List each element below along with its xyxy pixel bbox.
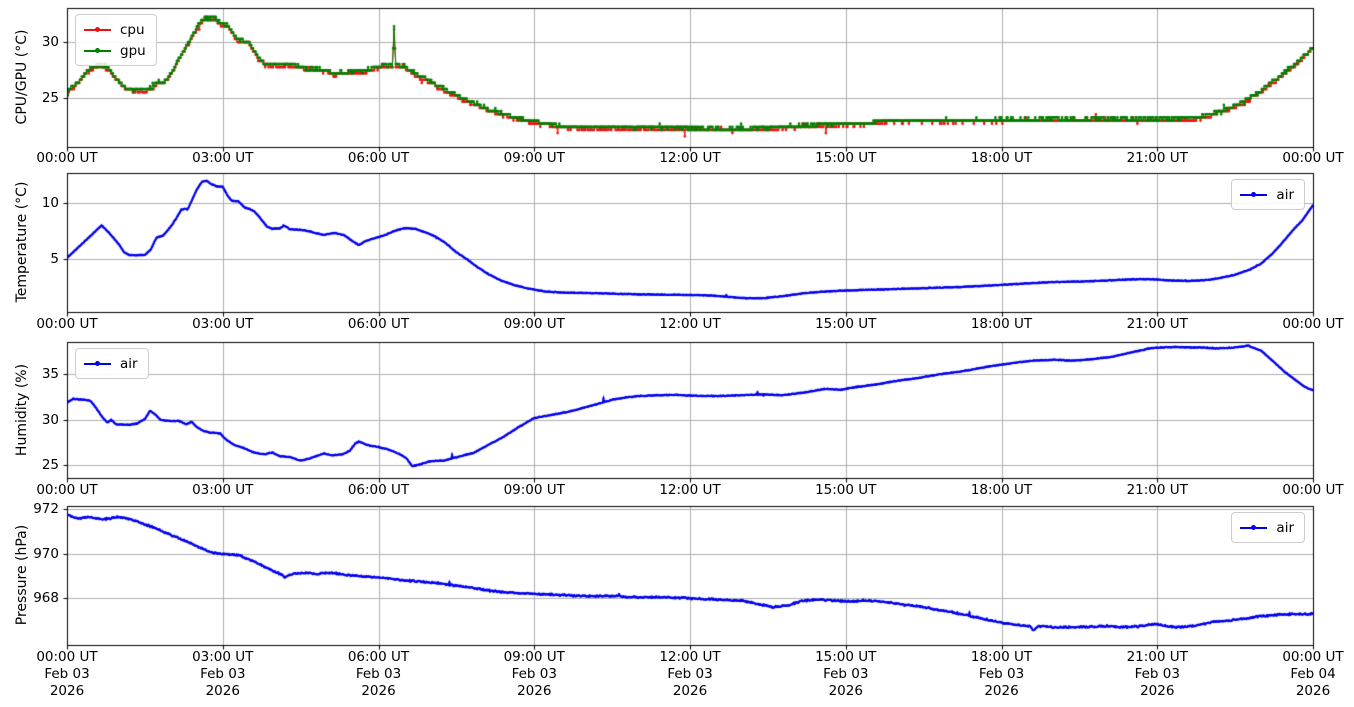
xtick-year-label: 2026 <box>672 683 708 699</box>
xtick-label: 00:00 UT <box>36 649 98 665</box>
legend-panel-1: air <box>1231 179 1305 210</box>
xtick-label: 21:00 UT <box>1126 316 1188 332</box>
xtick-label: 09:00 UT <box>503 649 565 665</box>
ytick-label: 30 <box>41 33 59 50</box>
xtick-year-label: 2026 <box>1140 683 1175 699</box>
xtick-label: 00:00 UT <box>36 150 98 166</box>
xtick-label: 12:00 UT <box>659 482 721 498</box>
ytick-label: 10 <box>41 195 59 212</box>
legend-panel-2: air <box>75 348 149 379</box>
xtick-label: 15:00 UT <box>815 482 877 498</box>
xtick-date-label: Feb 03 <box>355 666 402 682</box>
xtick-label: 00:00 UT <box>1282 150 1344 166</box>
xtick-label: 06:00 UT <box>347 316 410 332</box>
xtick-label: 12:00 UT <box>659 150 721 166</box>
xtick-date-label: Feb 03 <box>978 666 1025 682</box>
xtick-label: 00:00 UT <box>1282 649 1344 665</box>
legend-panel-3: air <box>1231 512 1305 543</box>
xtick-label: 00:00 UT <box>36 316 98 332</box>
xtick-label: 21:00 UT <box>1126 150 1188 166</box>
ytick-label: 5 <box>50 251 59 268</box>
xtick-label: 06:00 UT <box>347 649 410 665</box>
xtick-year-label: 2026 <box>828 683 863 699</box>
xtick-label: 21:00 UT <box>1126 482 1188 498</box>
ytick-label: 970 <box>33 545 59 562</box>
legend-line-marker-icon <box>1240 525 1268 530</box>
legend-entry: cpu <box>84 19 146 40</box>
xtick-label: 09:00 UT <box>503 316 565 332</box>
xtick-date-label: Feb 04 <box>1290 666 1336 682</box>
xtick-label: 18:00 UT <box>970 649 1033 665</box>
xtick-date-label: Feb 03 <box>200 666 246 682</box>
xtick-label: 03:00 UT <box>192 150 254 166</box>
ytick-label: 25 <box>41 89 59 106</box>
xtick-year-label: 2026 <box>49 683 85 699</box>
legend-label: air <box>1276 186 1294 203</box>
legend-entry: air <box>1240 184 1294 205</box>
xtick-label: 09:00 UT <box>503 150 565 166</box>
xtick-label: 18:00 UT <box>970 316 1033 332</box>
legend-entry: air <box>1240 517 1294 538</box>
xtick-year-label: 2026 <box>984 683 1019 699</box>
xtick-label: 18:00 UT <box>970 150 1033 166</box>
xtick-year-label: 2026 <box>205 683 240 699</box>
legend-panel-0: cpu gpu <box>75 14 157 66</box>
xtick-label: 00:00 UT <box>1282 316 1344 332</box>
legend-label: cpu <box>120 21 145 38</box>
xtick-label: 06:00 UT <box>347 150 410 166</box>
legend-entry: air <box>84 353 138 374</box>
y-axis-label-temperature: Temperature (°C) <box>14 181 30 303</box>
xtick-label: 21:00 UT <box>1126 649 1188 665</box>
xtick-date-label: Feb 03 <box>823 666 869 682</box>
xtick-label: 15:00 UT <box>815 150 877 166</box>
ytick-label: 968 <box>33 590 59 607</box>
legend-label: gpu <box>120 42 146 59</box>
legend-entry: gpu <box>84 40 146 61</box>
legend-line-marker-icon <box>84 27 111 32</box>
xtick-date-label: Feb 03 <box>44 666 90 682</box>
xtick-year-label: 2026 <box>517 683 552 699</box>
xtick-label: 00:00 UT <box>1282 482 1344 498</box>
xtick-label: 03:00 UT <box>192 316 254 332</box>
xtick-label: 09:00 UT <box>503 482 565 498</box>
xtick-label: 00:00 UT <box>36 482 98 498</box>
y-axis-label-cpu-gpu: CPU/GPU (°C) <box>14 29 30 125</box>
xtick-label: 03:00 UT <box>192 482 254 498</box>
xtick-label: 15:00 UT <box>815 316 877 332</box>
xtick-label: 18:00 UT <box>970 482 1033 498</box>
ytick-label: 30 <box>41 411 59 428</box>
xtick-year-label: 2026 <box>1295 683 1331 699</box>
xtick-date-label: Feb 03 <box>667 666 713 682</box>
legend-label: air <box>120 355 138 372</box>
xtick-label: 06:00 UT <box>347 482 410 498</box>
legend-line-marker-icon <box>84 48 111 53</box>
ytick-label: 35 <box>41 366 59 383</box>
ytick-label: 972 <box>33 501 59 518</box>
xtick-label: 12:00 UT <box>659 316 721 332</box>
xtick-label: 03:00 UT <box>192 649 254 665</box>
xtick-date-label: Feb 03 <box>511 666 557 682</box>
xtick-year-label: 2026 <box>361 683 396 699</box>
legend-label: air <box>1276 519 1294 536</box>
xtick-date-label: Feb 03 <box>1134 666 1180 682</box>
xtick-label: 15:00 UT <box>815 649 877 665</box>
ytick-label: 25 <box>41 457 59 474</box>
legend-line-marker-icon <box>84 361 111 366</box>
legend-line-marker-icon <box>1240 192 1268 197</box>
xtick-label: 12:00 UT <box>659 649 721 665</box>
